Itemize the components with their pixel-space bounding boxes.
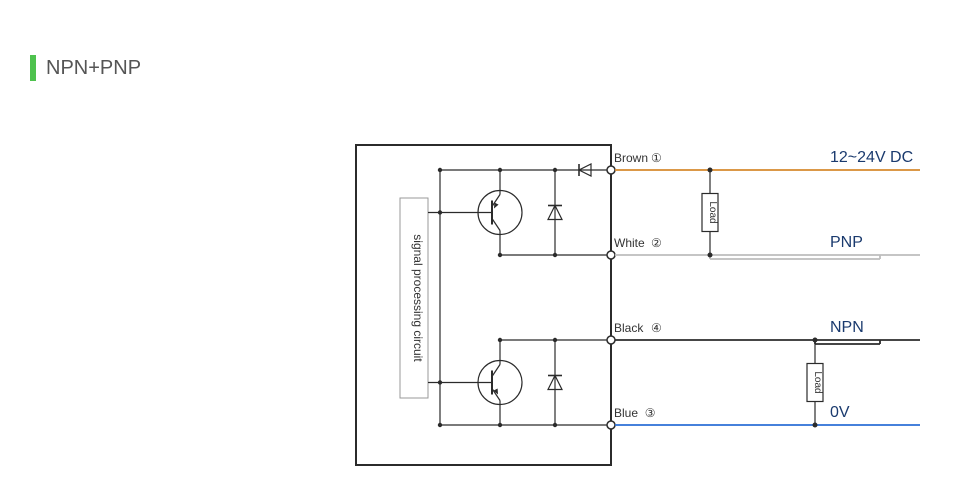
svg-text:Brown: Brown xyxy=(614,151,648,165)
svg-text:0V: 0V xyxy=(830,404,850,421)
svg-text:③: ③ xyxy=(645,406,656,420)
svg-text:④: ④ xyxy=(651,321,662,335)
svg-text:Blue: Blue xyxy=(614,406,638,420)
svg-text:PNP: PNP xyxy=(830,234,863,251)
svg-text:12~24V DC: 12~24V DC xyxy=(830,149,913,166)
svg-text:NPN: NPN xyxy=(830,319,864,336)
svg-text:Load: Load xyxy=(812,371,823,393)
svg-text:Black: Black xyxy=(614,321,644,335)
svg-text:White: White xyxy=(614,236,645,250)
svg-text:signal processing circuit: signal processing circuit xyxy=(411,234,425,362)
svg-text:②: ② xyxy=(651,236,662,250)
svg-text:①: ① xyxy=(651,151,662,165)
circuit-diagram: signal processing circuit Load Load Brown ①… xyxy=(0,0,956,503)
svg-text:Load: Load xyxy=(707,201,718,223)
